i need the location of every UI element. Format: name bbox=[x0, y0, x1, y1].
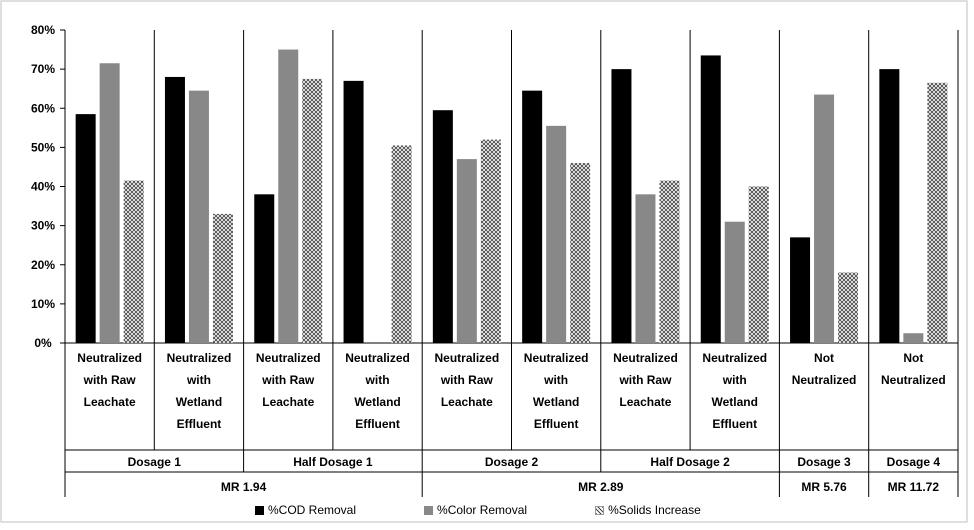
x-axis-labels: Neutralized with Raw Leachate Neutralized wi… bbox=[77, 351, 945, 494]
bar-color bbox=[814, 94, 835, 344]
supergroup-label: MR 11.72 bbox=[888, 480, 940, 494]
bar-cod bbox=[343, 80, 364, 344]
bar-cod bbox=[700, 55, 721, 344]
category-label: Leachate bbox=[619, 395, 671, 409]
category-label: Wetland bbox=[533, 395, 579, 409]
legend-item-cod: %COD Removal bbox=[255, 503, 356, 517]
y-tick-label: 0% bbox=[34, 336, 52, 350]
bar-cod bbox=[432, 110, 453, 343]
category-label: with Raw bbox=[83, 373, 137, 387]
bar-solids bbox=[748, 186, 769, 343]
category-label: Neutralized bbox=[77, 351, 142, 365]
category-label: Wetland bbox=[354, 395, 400, 409]
bar-cod bbox=[790, 237, 811, 343]
group-label: Dosage 2 bbox=[485, 455, 539, 469]
category-label: Wetland bbox=[712, 395, 758, 409]
category-label: Neutralized bbox=[613, 351, 678, 365]
bar-solids bbox=[927, 82, 948, 343]
bar-solids bbox=[212, 213, 233, 343]
bar-solids bbox=[480, 139, 501, 343]
legend-item-color: %Color Removal bbox=[424, 503, 527, 517]
legend-swatch-cod bbox=[255, 505, 264, 515]
category-label: Neutralized bbox=[524, 351, 589, 365]
legend-item-solids: %Solids Increase bbox=[595, 503, 701, 517]
category-label: with bbox=[543, 373, 568, 387]
y-tick-label: 60% bbox=[31, 101, 55, 115]
group-label: Half Dosage 1 bbox=[293, 455, 373, 469]
category-label: with bbox=[365, 373, 390, 387]
category-label: Neutralized bbox=[345, 351, 410, 365]
bar-solids bbox=[659, 180, 680, 343]
bar-cod bbox=[164, 76, 185, 343]
bar-cod bbox=[879, 69, 900, 343]
category-label: with Raw bbox=[440, 373, 494, 387]
bar-color bbox=[724, 221, 745, 343]
supergroup-label: MR 5.76 bbox=[801, 480, 847, 494]
group-label: Dosage 4 bbox=[887, 455, 941, 469]
category-label: Effluent bbox=[177, 417, 222, 431]
legend-label-color: %Color Removal bbox=[437, 503, 528, 517]
legend-swatch-color bbox=[424, 505, 434, 515]
category-label: Effluent bbox=[712, 417, 757, 431]
y-tick-label: 20% bbox=[31, 258, 55, 272]
category-label: with Raw bbox=[261, 373, 315, 387]
bar-solids bbox=[570, 163, 591, 343]
category-label: Effluent bbox=[534, 417, 579, 431]
bar-color bbox=[635, 194, 656, 343]
group-label: Dosage 1 bbox=[128, 455, 182, 469]
legend-swatch-solids bbox=[595, 505, 605, 515]
category-label: Leachate bbox=[84, 395, 136, 409]
group-label: Half Dosage 2 bbox=[650, 455, 730, 469]
bar-cod bbox=[254, 194, 275, 343]
category-label: Effluent bbox=[355, 417, 400, 431]
category-label: Leachate bbox=[441, 395, 493, 409]
category-label: Not bbox=[903, 351, 923, 365]
legend: %COD Removal %Color Removal %Solids Incr… bbox=[255, 500, 815, 520]
legend-label-cod: %COD Removal bbox=[268, 503, 357, 517]
category-label: Leachate bbox=[262, 395, 314, 409]
legend-label-solids: %Solids Increase bbox=[608, 503, 701, 517]
category-label: Neutralized bbox=[702, 351, 767, 365]
bar-color bbox=[188, 90, 209, 343]
y-tick-label: 40% bbox=[31, 180, 55, 194]
bar-cod bbox=[75, 114, 96, 344]
bar-solids bbox=[123, 180, 144, 343]
category-label: Neutralized bbox=[881, 373, 946, 387]
category-label: Wetland bbox=[176, 395, 222, 409]
category-label: Neutralized bbox=[792, 373, 857, 387]
y-tick-label: 50% bbox=[31, 140, 55, 154]
y-tick-label: 30% bbox=[31, 219, 55, 233]
category-label: Neutralized bbox=[435, 351, 500, 365]
bar-color bbox=[456, 159, 477, 343]
bar-color bbox=[546, 125, 567, 343]
supergroup-label: MR 2.89 bbox=[578, 480, 624, 494]
bar-cod bbox=[611, 69, 632, 343]
bar-cod bbox=[522, 90, 543, 343]
y-tick-label: 10% bbox=[31, 297, 55, 311]
group-label: Dosage 3 bbox=[797, 455, 851, 469]
category-label: Neutralized bbox=[256, 351, 321, 365]
category-label: with bbox=[186, 373, 211, 387]
bar-solids bbox=[302, 78, 323, 343]
category-label: with Raw bbox=[618, 373, 672, 387]
category-label: with bbox=[722, 373, 747, 387]
bar-solids bbox=[391, 145, 412, 343]
y-tick-label: 70% bbox=[31, 62, 55, 76]
bar-color bbox=[903, 333, 924, 343]
category-label: Not bbox=[814, 351, 834, 365]
bars-layer bbox=[75, 49, 948, 344]
bar-color bbox=[99, 63, 120, 343]
y-tick-label: 80% bbox=[31, 23, 55, 37]
bar-color bbox=[278, 49, 299, 343]
supergroup-label: MR 1.94 bbox=[221, 480, 267, 494]
bar-solids bbox=[838, 272, 859, 343]
category-label: Neutralized bbox=[167, 351, 232, 365]
